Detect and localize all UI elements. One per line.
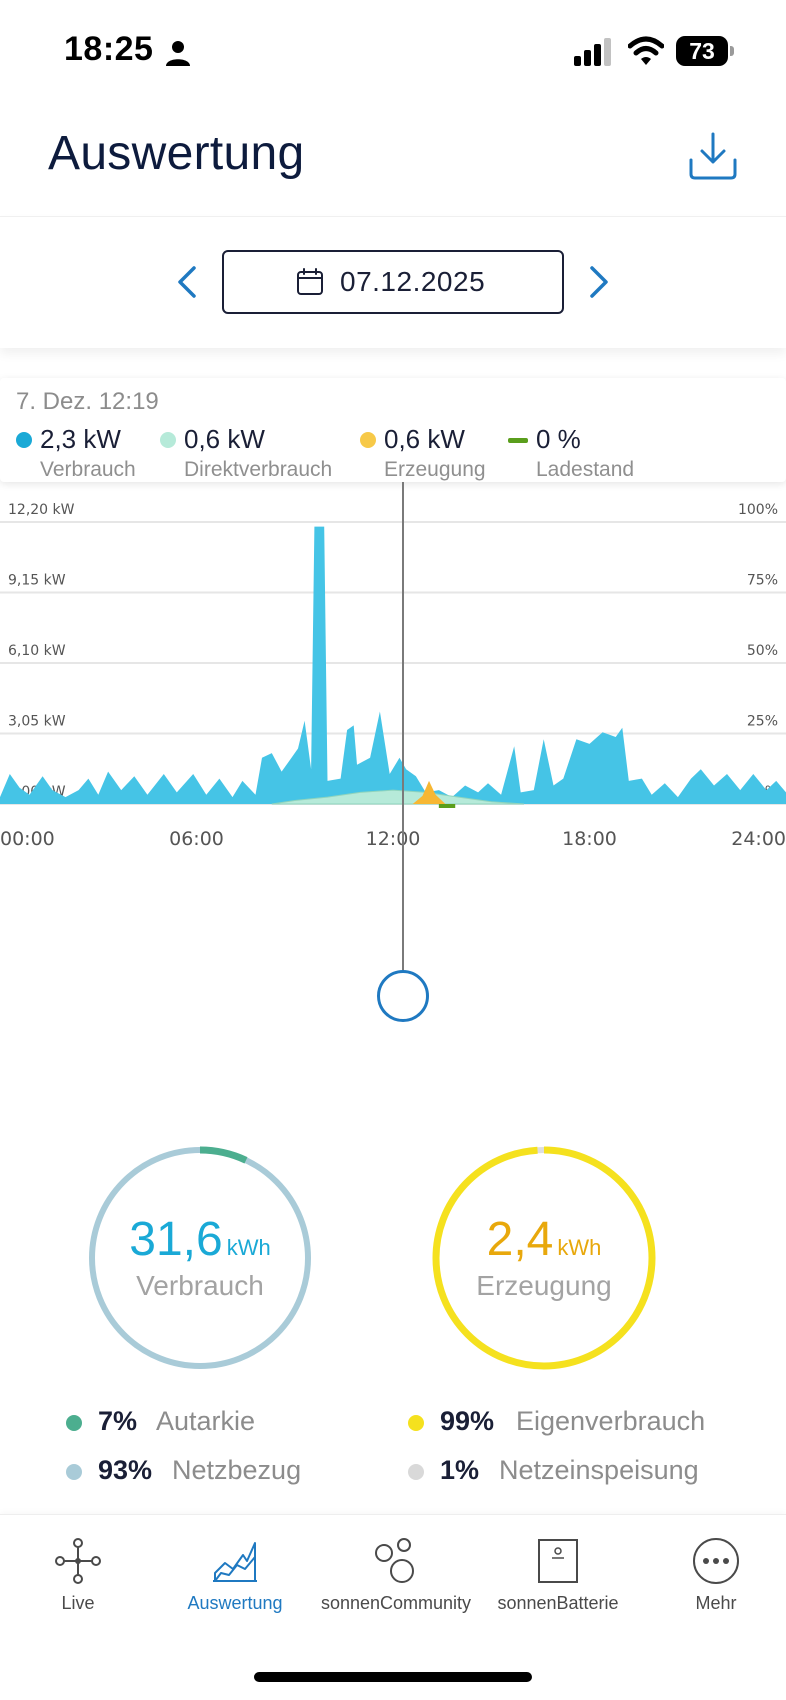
x-tick-label: 00:00 [0,828,55,850]
status-time: 18:25 [64,30,154,68]
selected-date: 07.12.2025 [340,266,486,297]
chevron-right-icon[interactable] [580,262,616,302]
tooltip-value: 0,6 kW [384,424,465,454]
x-tick-label: 12:00 [366,828,421,850]
eigenverbrauch-dot-icon [408,1415,424,1431]
battery-level: 73 [676,36,728,66]
nav-auswertung[interactable]: Auswertung [155,1537,315,1627]
community-bubbles-icon [375,1538,414,1583]
consumption-ring: 31,6 kWh Verbrauch [88,1146,312,1370]
tooltip-value: 2,3 kW [40,424,121,454]
cellular-signal-icon [574,38,611,66]
chart-cursor-handle[interactable] [377,970,429,1022]
battery-device-icon [538,1539,578,1583]
stat-label: Netzeinspeisung [499,1455,699,1485]
autarkie-arc [88,1146,312,1370]
date-picker-button[interactable]: 07.12.2025 [222,250,564,314]
more-dots-icon [693,1538,739,1584]
eigenverbrauch-arc [432,1146,656,1370]
series-verbrauch [0,526,786,804]
x-tick-label: 18:00 [562,828,617,850]
series-direktverbrauch [271,789,525,805]
stat-percent: 1% [440,1455,480,1485]
y-left-tick-label: 9,15 kW [8,573,66,589]
battery-icon: 73 [676,36,734,66]
x-tick-label: 24:00 [731,828,786,850]
production-unit: kWh [557,1235,602,1260]
chart-area-icon [213,1542,257,1582]
calendar-icon [297,268,323,295]
tooltip-label: Verbrauch [40,458,136,481]
series-erzeugung [412,780,446,804]
status-bar: 18:25 73 [0,0,786,100]
bottom-navigation: Live Auswertung sonnenCommunity [0,1514,786,1700]
nav-label: Live [61,1593,95,1613]
stat-percent: 93% [98,1455,153,1485]
verbrauch-dot-icon [16,432,32,448]
y-right-tick-label: 50% [747,643,778,659]
tooltip-label: Ladestand [536,458,635,481]
production-ring-graphic [432,1146,656,1370]
nav-label: sonnenCommunity [320,1593,472,1613]
download-icon[interactable] [686,128,740,182]
direktverbrauch-dot-icon [160,432,176,448]
nav-mehr[interactable]: Mehr [636,1537,786,1627]
tooltip-time: 7. Dez. 12:19 [16,388,159,415]
netzbezug-dot-icon [66,1464,82,1480]
stat-label: Autarkie [156,1406,256,1436]
tooltip-value: 0 % [536,424,581,454]
consumption-unit: kWh [226,1235,271,1260]
y-left-tick-label: 12,20 kW [8,502,75,518]
production-label: Erzeugung [476,1270,612,1301]
nav-label: Auswertung [187,1593,283,1613]
nav-label: Mehr [695,1593,737,1613]
netzeinspeisung-dot-icon [408,1464,424,1480]
tooltip-label: Erzeugung [384,458,486,481]
consumption-value: 31,6 kWh [88,1212,312,1267]
consumption-amount: 31,6 [129,1213,223,1266]
autarkie-dot-icon [66,1415,82,1431]
consumption-label: Verbrauch [136,1270,264,1301]
y-right-tick-label: 100% [738,502,778,518]
production-ring: 2,4 kWh Erzeugung [432,1146,656,1370]
stat-label: Eigenverbrauch [516,1406,706,1436]
consumption-ring-graphic [88,1146,312,1370]
tooltip-label: Direktverbrauch [184,458,333,481]
production-amount: 2,4 [486,1213,554,1266]
tooltip-value: 0,6 kW [184,424,265,454]
y-right-tick-label: 25% [747,714,778,730]
y-left-tick-label: 6,10 kW [8,643,66,659]
production-value: 2,4 kWh [432,1212,656,1267]
nav-sonnenbatterie[interactable]: sonnenBatterie [478,1537,638,1627]
erzeugung-dot-icon [360,432,376,448]
stat-percent: 7% [98,1406,138,1436]
nav-label: sonnenBatterie [497,1593,619,1613]
stat-label: Netzbezug [172,1455,302,1485]
ladestand-dash-icon [508,438,528,443]
page-title: Auswertung [48,127,305,180]
nav-live[interactable]: Live [0,1537,158,1627]
nav-sonnencommunity[interactable]: sonnenCommunity [316,1537,476,1627]
person-icon [166,41,190,66]
y-left-tick-label: 3,05 kW [8,714,66,730]
chevron-left-icon[interactable] [170,262,206,302]
x-tick-label: 06:00 [169,828,224,850]
home-indicator [254,1672,532,1682]
chart-tooltip: 7. Dez. 12:19 2,3 kW Verbrauch 0,6 kW Di… [0,378,786,482]
wifi-icon [628,36,664,65]
chart-cursor-line [402,482,404,972]
stat-percent: 99% [440,1406,495,1436]
live-network-icon [55,1538,101,1584]
y-right-tick-label: 75% [747,573,778,589]
